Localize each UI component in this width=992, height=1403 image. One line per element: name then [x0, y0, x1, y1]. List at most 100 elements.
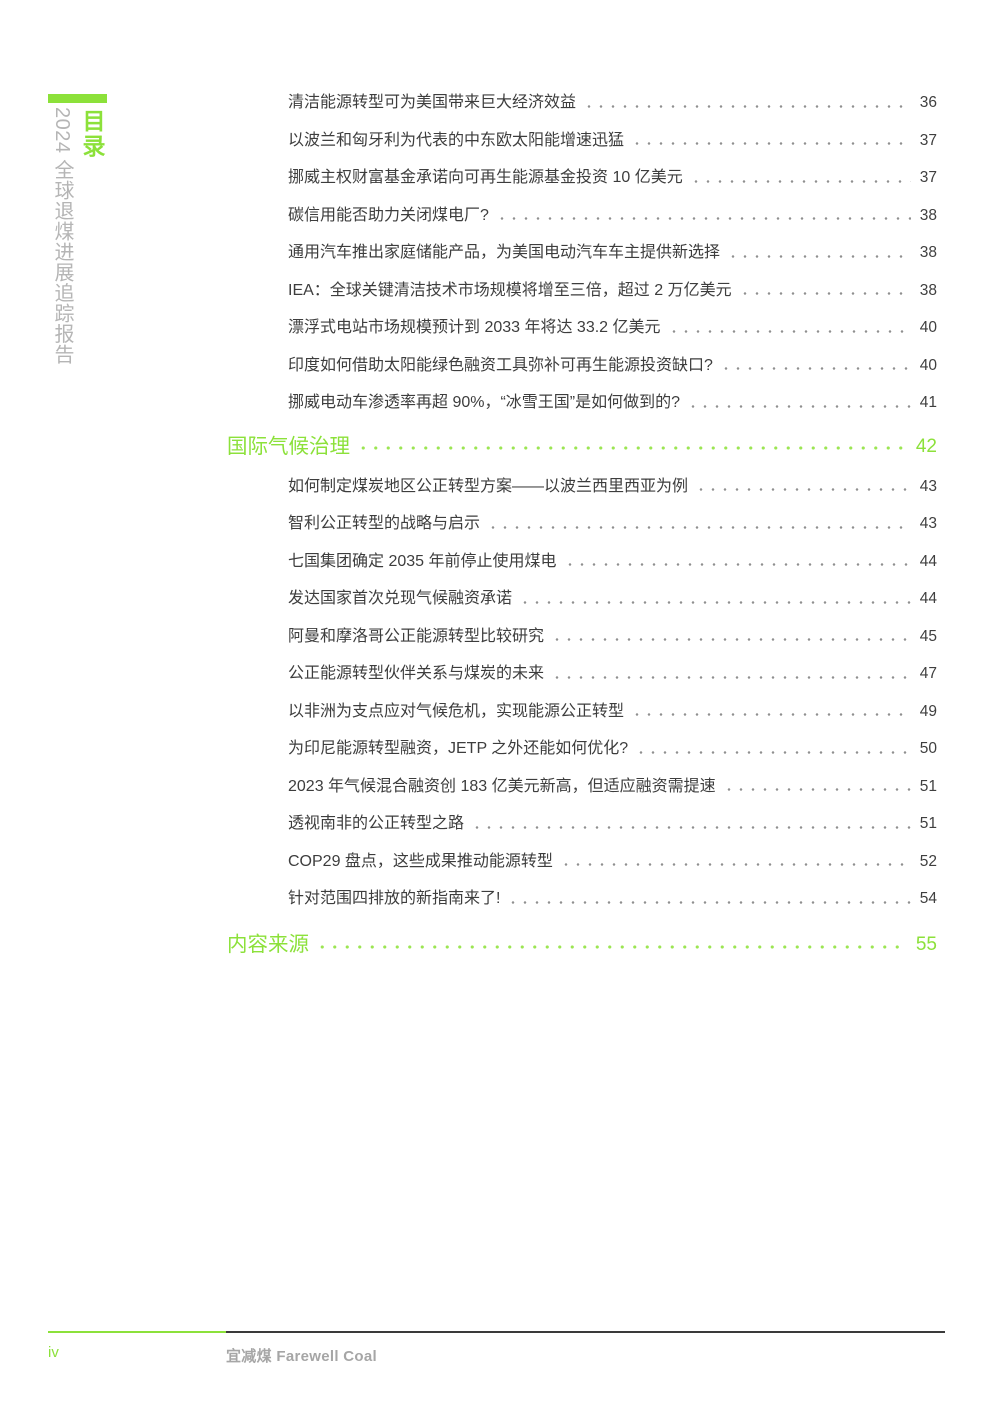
toc-entry-page: 40: [919, 319, 937, 336]
toc-section-header[interactable]: 内容来源 55: [227, 934, 937, 955]
dot-leader: [551, 637, 911, 642]
toc-section-page: 55: [915, 934, 937, 955]
toc-entry-title: 针对范围四排放的新指南来了!: [288, 890, 501, 907]
dot-leader: [727, 253, 911, 259]
toc-section-header[interactable]: 国际气候治理 42: [227, 436, 937, 457]
toc-entry[interactable]: 智利公正转型的战略与启示 43: [227, 516, 937, 532]
toc-entry[interactable]: 挪威电动车渗透率再超 90%，“冰雪王国”是如何做到的? 41: [227, 395, 937, 411]
toc-entry-page: 51: [919, 777, 937, 795]
toc-entry-page: 41: [919, 394, 937, 411]
toc-entry-title: 通用汽车推出家庭储能产品，为美国电动汽车车主提供新选择: [288, 244, 721, 261]
toc-entry-page: 52: [919, 852, 937, 870]
footer-rule-dark: [226, 1331, 945, 1333]
toc-entry-page: 43: [919, 477, 937, 495]
toc-entry[interactable]: 发达国家首次兑现气候融资承诺 44: [227, 591, 937, 607]
toc-main-column: 清洁能源转型可为美国带来巨大经济效益 36 以波兰和匈牙利为代表的中东欧太阳能增…: [227, 95, 937, 977]
footer-rule-green: [48, 1331, 226, 1333]
dot-leader: [667, 328, 911, 334]
dot-leader: [738, 291, 911, 296]
toc-entry-title: 挪威电动车渗透率再超 90%，“冰雪王国”是如何做到的?: [288, 394, 681, 411]
footer-page-number: iv: [48, 1344, 59, 1361]
dot-leader: [722, 787, 911, 792]
toc-section-title: 国际气候治理: [227, 434, 350, 458]
dot-leader: [551, 674, 911, 680]
dot-leader: [689, 178, 911, 184]
dot-leader: [559, 862, 911, 867]
toc-entry-title: IEA：全球关键清洁技术市场规模将增至三倍，超过 2 万亿美元: [288, 281, 732, 299]
toc-entry[interactable]: 以波兰和匈牙利为代表的中东欧太阳能增速迅猛 37: [227, 131, 937, 149]
toc-entry-page: 49: [919, 702, 937, 720]
toc-entry[interactable]: 透视南非的公正转型之路 51: [227, 816, 937, 832]
toc-accent-bar: [48, 94, 107, 103]
toc-entry[interactable]: 如何制定煤炭地区公正转型方案——以波兰西里西亚为例 43: [227, 477, 937, 495]
toc-entry[interactable]: 漂浮式电站市场规模预计到 2033 年将达 33.2 亿美元 40: [227, 320, 937, 336]
toc-entry[interactable]: 以非洲为支点应对气候危机，实现能源公正转型 49: [227, 702, 937, 720]
footer-brand: 宜减煤 Farewell Coal: [226, 1348, 377, 1365]
toc-entry-title: COP29 盘点，这些成果推动能源转型: [288, 852, 553, 870]
toc-entry[interactable]: 2023 年气候混合融资创 183 亿美元新高，但适应融资需提速 51: [227, 777, 937, 795]
dot-leader: [563, 562, 911, 567]
toc-entry-title: 2023 年气候混合融资创 183 亿美元新高，但适应融资需提速: [288, 777, 716, 795]
toc-entry-page: 38: [919, 281, 937, 299]
toc-entry[interactable]: 阿曼和摩洛哥公正能源转型比较研究 45: [227, 627, 937, 645]
toc-entry[interactable]: 为印尼能源转型融资，JETP 之外还能如何优化? 50: [227, 741, 937, 757]
toc-entry-page: 44: [919, 552, 937, 570]
toc-entry[interactable]: COP29 盘点，这些成果推动能源转型 52: [227, 852, 937, 870]
toc-entry-page: 38: [919, 244, 937, 261]
toc-entry-page: 44: [919, 590, 937, 607]
dot-leader: [631, 712, 911, 717]
dot-leader: [495, 216, 911, 221]
toc-entry-page: 47: [919, 665, 937, 682]
toc-entry-title: 透视南非的公正转型之路: [288, 815, 465, 832]
toc-section-page: 42: [915, 435, 937, 457]
dot-leader: [695, 487, 911, 492]
dot-leader: [487, 524, 911, 530]
toc-entry-page: 51: [919, 815, 937, 832]
toc-entry-page: 50: [919, 740, 937, 757]
toc-vertical-label: 目录: [79, 109, 105, 159]
toc-entry-title: 阿曼和摩洛哥公正能源转型比较研究: [288, 627, 545, 645]
toc-entry-page: 38: [919, 206, 937, 224]
dot-leader: [687, 403, 911, 409]
toc-entry-title: 以波兰和匈牙利为代表的中东欧太阳能增速迅猛: [288, 131, 625, 149]
toc-entry[interactable]: 通用汽车推出家庭储能产品，为美国电动汽车车主提供新选择 38: [227, 245, 937, 261]
toc-entry[interactable]: 七国集团确定 2035 年前停止使用煤电 44: [227, 552, 937, 570]
dot-leader: [519, 599, 911, 605]
toc-entry-title: 挪威主权财富基金承诺向可再生能源基金投资 10 亿美元: [288, 169, 683, 186]
dot-leader: [471, 824, 911, 830]
toc-entry-page: 45: [919, 627, 937, 645]
toc-entry-page: 36: [919, 94, 937, 111]
report-title-vertical: 2024 全球退煤进展追踪报告: [51, 107, 73, 365]
toc-entry[interactable]: 挪威主权财富基金承诺向可再生能源基金投资 10 亿美元 37: [227, 170, 937, 186]
toc-entry[interactable]: 针对范围四排放的新指南来了! 54: [227, 891, 937, 907]
toc-entry-title: 如何制定煤炭地区公正转型方案——以波兰西里西亚为例: [288, 477, 689, 495]
toc-entry-title: 碳信用能否助力关闭煤电厂?: [288, 206, 489, 224]
toc-entry[interactable]: 清洁能源转型可为美国带来巨大经济效益 36: [227, 95, 937, 111]
toc-entry-title: 漂浮式电站市场规模预计到 2033 年将达 33.2 亿美元: [288, 319, 661, 336]
toc-entry[interactable]: 碳信用能否助力关闭煤电厂? 38: [227, 206, 937, 224]
toc-entry-title: 七国集团确定 2035 年前停止使用煤电: [288, 552, 557, 570]
dot-leader: [583, 103, 911, 109]
toc-entry[interactable]: 公正能源转型伙伴关系与煤炭的未来 47: [227, 666, 937, 682]
toc-entry[interactable]: IEA：全球关键清洁技术市场规模将增至三倍，超过 2 万亿美元 38: [227, 281, 937, 299]
toc-entry-page: 37: [919, 169, 937, 186]
dot-leader: [357, 445, 907, 451]
dot-leader: [316, 943, 907, 950]
toc-entry-title: 公正能源转型伙伴关系与煤炭的未来: [288, 665, 545, 682]
toc-entry[interactable]: 印度如何借助太阳能绿色融资工具弥补可再生能源投资缺口? 40: [227, 356, 937, 374]
toc-entry-page: 37: [919, 131, 937, 149]
toc-entry-title: 以非洲为支点应对气候危机，实现能源公正转型: [288, 702, 625, 720]
toc-entry-title: 清洁能源转型可为美国带来巨大经济效益: [288, 94, 577, 111]
toc-entry-page: 54: [919, 890, 937, 907]
toc-entry-title: 印度如何借助太阳能绿色融资工具弥补可再生能源投资缺口?: [288, 356, 713, 374]
toc-section-title: 内容来源: [227, 933, 309, 956]
dot-leader: [507, 899, 911, 905]
toc-entry-title: 为印尼能源转型融资，JETP 之外还能如何优化?: [288, 740, 629, 757]
toc-entry-page: 43: [919, 515, 937, 532]
dot-leader: [719, 366, 911, 371]
dot-leader: [635, 749, 911, 755]
toc-entry-title: 发达国家首次兑现气候融资承诺: [288, 590, 513, 607]
dot-leader: [631, 141, 911, 146]
toc-entry-title: 智利公正转型的战略与启示: [288, 515, 481, 532]
toc-entry-page: 40: [919, 356, 937, 374]
